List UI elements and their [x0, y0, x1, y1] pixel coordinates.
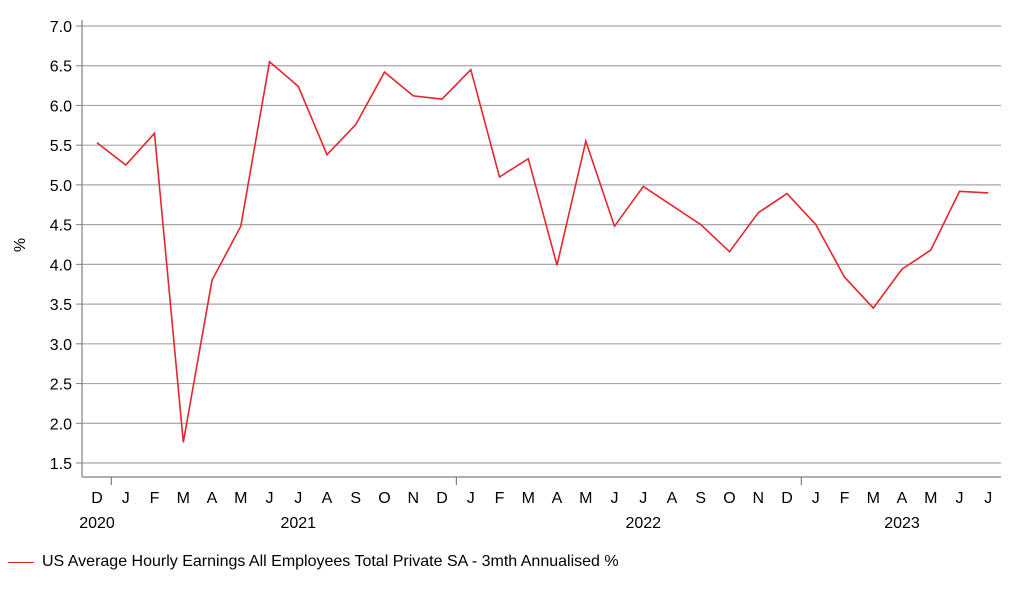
- y-tick-label: 4.0: [50, 257, 72, 274]
- x-tick-label: A: [552, 490, 563, 507]
- x-tick-label: D: [436, 490, 448, 507]
- x-tick-label: F: [495, 490, 505, 507]
- y-axis-tick-labels: 1.5 2.0 2.5 3.0 3.5 4.0 4.5 5.0 5.5 6.0 6.5 7.0: [50, 19, 72, 473]
- x-tick-label: J: [639, 490, 647, 507]
- y-tick-label: 5.5: [50, 138, 72, 155]
- y-tick-label: 6.5: [50, 59, 72, 76]
- x-tick-label: F: [840, 490, 850, 507]
- x-tick-label: D: [781, 490, 793, 507]
- year-label: 2022: [625, 515, 661, 532]
- x-tick-label: D: [91, 490, 103, 507]
- y-tick-label: 2.0: [50, 416, 72, 433]
- x-tick-label: F: [150, 490, 160, 507]
- year-label: 2023: [884, 515, 920, 532]
- y-tick-label: 3.5: [50, 297, 72, 314]
- x-tick-label: A: [322, 490, 333, 507]
- year-label: 2021: [280, 515, 316, 532]
- y-tick-label: 4.5: [50, 218, 72, 235]
- y-tick-label: 1.5: [50, 456, 72, 473]
- legend-label: US Average Hourly Earnings All Employees…: [42, 553, 619, 570]
- x-tick-label: J: [611, 490, 619, 507]
- x-tick-label: M: [234, 490, 247, 507]
- x-tick-label: M: [867, 490, 880, 507]
- y-tick-label: 7.0: [50, 19, 72, 36]
- series-layer: [96, 60, 989, 443]
- line-chart: 1.5 2.0 2.5 3.0 3.5 4.0 4.5 5.0 5.5 6.0 6.5 7.0 D J F…: [12, 19, 1001, 532]
- y-tick-label: 2.5: [50, 377, 72, 394]
- x-tick-label: J: [956, 490, 964, 507]
- x-tick-label: O: [723, 490, 735, 507]
- y-axis-label: %: [12, 238, 29, 252]
- y-tick-label: 5.0: [50, 178, 72, 195]
- legend-line-swatch: [8, 561, 34, 563]
- legend: US Average Hourly Earnings All Employees…: [8, 551, 619, 573]
- x-tick-label: J: [294, 490, 302, 507]
- x-tick-label: M: [177, 490, 190, 507]
- x-tick-label: A: [897, 490, 908, 507]
- x-tick-label: S: [695, 490, 706, 507]
- x-tick-label: N: [407, 490, 419, 507]
- x-tick-label: J: [812, 490, 820, 507]
- y-tick-label: 6.0: [50, 98, 72, 115]
- series-line: [96, 60, 989, 443]
- y-tick-label: 3.0: [50, 337, 72, 354]
- gridlines: [76, 20, 1001, 477]
- year-label: 2020: [79, 515, 115, 532]
- x-tick-label: M: [522, 490, 535, 507]
- x-tick-label: M: [579, 490, 592, 507]
- x-tick-label: A: [207, 490, 218, 507]
- x-tick-label: J: [122, 490, 130, 507]
- x-tick-label: J: [266, 490, 274, 507]
- x-tick-label: O: [378, 490, 390, 507]
- x-tick-label: M: [924, 490, 937, 507]
- x-tick-label: J: [467, 490, 475, 507]
- x-tick-label: S: [350, 490, 361, 507]
- x-tick-label: J: [984, 490, 992, 507]
- x-tick-label: A: [667, 490, 678, 507]
- x-tick-label: N: [752, 490, 764, 507]
